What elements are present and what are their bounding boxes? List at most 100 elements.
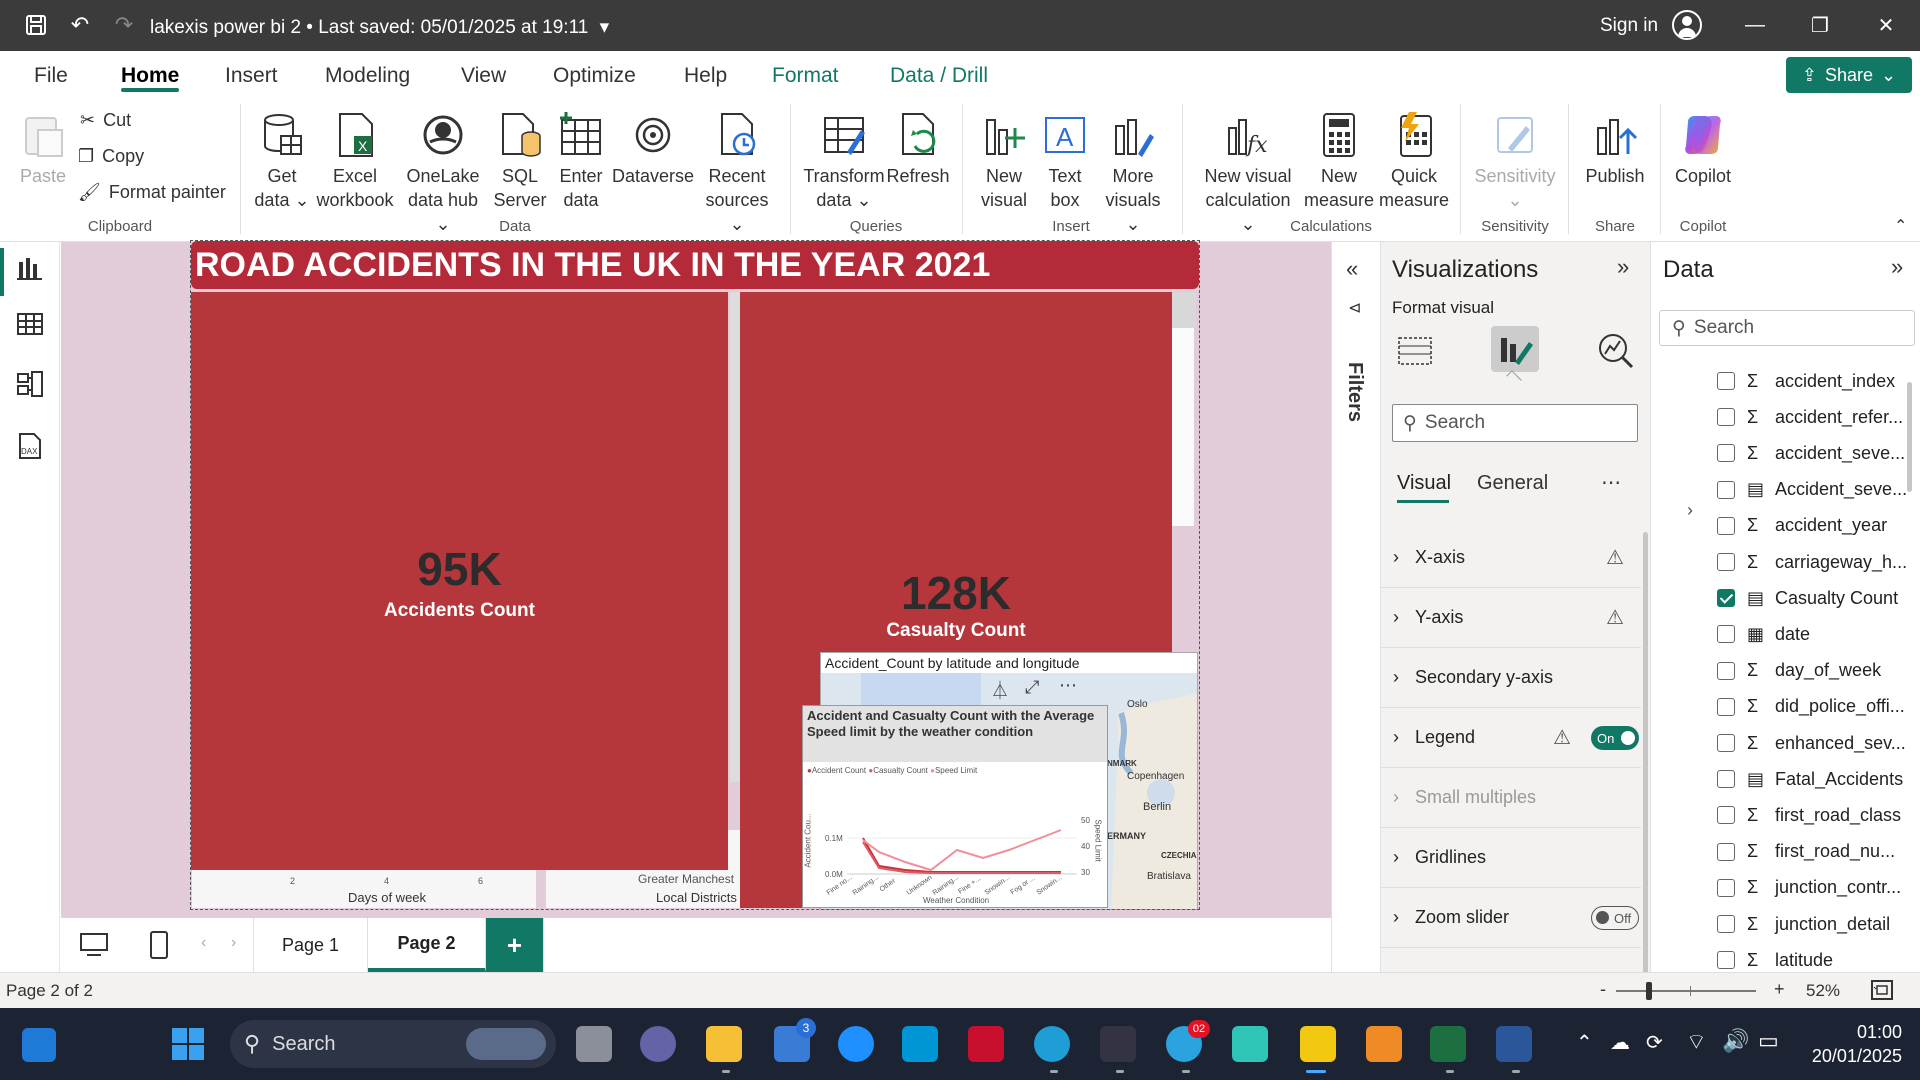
- copilot-button[interactable]: Copilot: [1668, 112, 1738, 188]
- field-item[interactable]: ▤ Fatal_Accidents: [1717, 764, 1903, 794]
- menu-file[interactable]: File: [34, 64, 68, 87]
- task-view-icon[interactable]: [576, 1026, 612, 1062]
- zoom-level[interactable]: 52%: [1806, 981, 1841, 1000]
- desktop-layout-icon[interactable]: [79, 932, 109, 963]
- section-x-axis[interactable]: › X-axis ⚠: [1381, 528, 1641, 588]
- share-button[interactable]: ⇪ Share ⌄: [1786, 57, 1912, 93]
- data-scrollbar[interactable]: [1907, 382, 1912, 492]
- field-checkbox[interactable]: [1717, 553, 1735, 571]
- field-checkbox[interactable]: [1717, 915, 1735, 933]
- menu-insert[interactable]: Insert: [225, 64, 278, 87]
- power-bi-icon[interactable]: [1300, 1026, 1336, 1062]
- edge-icon[interactable]: [1034, 1026, 1070, 1062]
- text-box-button[interactable]: A Text box: [1036, 112, 1094, 212]
- field-checkbox[interactable]: [1717, 372, 1735, 390]
- new-visual-calculation-button[interactable]: fx New visual calculation ⌄: [1196, 112, 1300, 236]
- file-explorer-icon[interactable]: [706, 1026, 742, 1062]
- report-title[interactable]: ROAD ACCIDENTS IN THE UK IN THE YEAR 202…: [191, 241, 1199, 289]
- field-item[interactable]: ▦ date: [1717, 619, 1810, 649]
- save-icon[interactable]: [22, 11, 50, 39]
- section-secondary-y-axis[interactable]: › Secondary y-axis: [1381, 648, 1641, 708]
- menu-format[interactable]: Format: [772, 64, 839, 87]
- document-title[interactable]: lakexis power bi 2 • Last saved: 05/01/2…: [150, 17, 610, 38]
- collapse-ribbon-icon[interactable]: ⌃: [1894, 218, 1908, 235]
- section-gridlines[interactable]: › Gridlines: [1381, 828, 1641, 888]
- field-checkbox[interactable]: [1717, 734, 1735, 752]
- cut-button[interactable]: ✂ Cut: [80, 110, 132, 130]
- dataverse-button[interactable]: Dataverse: [612, 112, 694, 188]
- field-item[interactable]: ▤ Accident_seve...: [1717, 475, 1907, 505]
- battery-icon[interactable]: ▭: [1758, 1028, 1779, 1053]
- table-view-icon[interactable]: [16, 310, 44, 338]
- field-checkbox[interactable]: [1717, 842, 1735, 861]
- data-search-input[interactable]: ⚲ Search: [1659, 310, 1915, 346]
- collapse-data-icon[interactable]: »: [1891, 254, 1904, 279]
- zoom-in-button[interactable]: +: [1774, 979, 1785, 999]
- restore-button[interactable]: ❐: [1811, 14, 1829, 37]
- menu-view[interactable]: View: [461, 64, 507, 87]
- excel-workbook-button[interactable]: X Excel workbook: [314, 112, 396, 212]
- legend-toggle[interactable]: On: [1591, 726, 1639, 750]
- field-checkbox[interactable]: [1717, 661, 1735, 680]
- section-legend[interactable]: › Legend ⚠ On: [1381, 708, 1641, 768]
- analytics-icon[interactable]: [1595, 330, 1635, 370]
- field-checkbox[interactable]: [1717, 480, 1735, 499]
- onelake-data-hub-button[interactable]: OneLake data hub ⌄: [398, 112, 488, 236]
- field-item[interactable]: ▤ Casualty Count: [1717, 583, 1898, 613]
- format-painter-button[interactable]: 🖌 Format painter: [78, 182, 226, 202]
- volume-icon[interactable]: 🔊: [1722, 1028, 1750, 1053]
- page-tab-1[interactable]: Page 1: [253, 918, 368, 972]
- filter-icon[interactable]: ⏃: [991, 681, 1009, 701]
- field-checkbox[interactable]: [1717, 770, 1735, 789]
- wifi-icon[interactable]: ⌔: [1686, 1029, 1707, 1054]
- tray-chevron-icon[interactable]: ⌃: [1576, 1032, 1593, 1054]
- accidents-count-card[interactable]: 95K Accidents Count: [191, 292, 728, 870]
- publish-button[interactable]: Publish: [1580, 112, 1650, 188]
- vlc-icon[interactable]: [1366, 1026, 1402, 1062]
- tab-visual[interactable]: Visual: [1397, 472, 1452, 494]
- field-checkbox[interactable]: [1717, 444, 1735, 463]
- field-checkbox[interactable]: [1717, 951, 1735, 970]
- field-checkbox[interactable]: [1717, 589, 1735, 608]
- close-button[interactable]: ✕: [1877, 14, 1895, 37]
- minimize-button[interactable]: —: [1745, 13, 1765, 36]
- page-tab-2[interactable]: Page 2: [368, 918, 486, 972]
- new-visual-button[interactable]: New visual: [976, 112, 1032, 212]
- widgets-icon[interactable]: [22, 1028, 56, 1062]
- dax-query-view-icon[interactable]: DAX: [16, 432, 44, 460]
- vs-app-icon[interactable]: [1232, 1026, 1268, 1062]
- field-checkbox[interactable]: [1717, 625, 1735, 644]
- mcafee-icon[interactable]: [968, 1026, 1004, 1062]
- sign-in-button[interactable]: Sign in: [1600, 15, 1659, 36]
- refresh-button[interactable]: Refresh: [886, 112, 950, 188]
- menu-help[interactable]: Help: [684, 64, 728, 87]
- paste-button[interactable]: Paste: [18, 112, 68, 188]
- excel-taskbar-icon[interactable]: [1430, 1026, 1466, 1062]
- build-visual-icon[interactable]: [1395, 330, 1435, 370]
- more-options-icon[interactable]: ⋯: [1059, 675, 1077, 695]
- quick-measure-button[interactable]: Quick measure: [1376, 112, 1452, 212]
- word-taskbar-icon[interactable]: [1496, 1026, 1532, 1062]
- collapse-viz-icon[interactable]: »: [1617, 254, 1630, 279]
- get-data-button[interactable]: Get data ⌄: [252, 112, 312, 212]
- field-checkbox[interactable]: [1717, 697, 1735, 716]
- weather-line-chart[interactable]: Accident and Casualty Count with the Ave…: [802, 705, 1108, 908]
- zoom-slider[interactable]: [1616, 982, 1756, 1000]
- menu-modeling[interactable]: Modeling: [325, 64, 411, 87]
- recent-sources-button[interactable]: Recent sources ⌄: [704, 112, 770, 236]
- undo-icon[interactable]: ↶: [70, 12, 90, 37]
- sensitivity-button[interactable]: Sensitivity ⌄: [1472, 112, 1558, 212]
- menu-home[interactable]: Home: [121, 64, 180, 87]
- add-page-button[interactable]: +: [486, 918, 544, 972]
- focus-mode-icon[interactable]: ⤢: [1025, 677, 1040, 697]
- section-y-axis[interactable]: › Y-axis ⚠: [1381, 588, 1641, 648]
- prev-page-icon[interactable]: ‹: [201, 934, 207, 951]
